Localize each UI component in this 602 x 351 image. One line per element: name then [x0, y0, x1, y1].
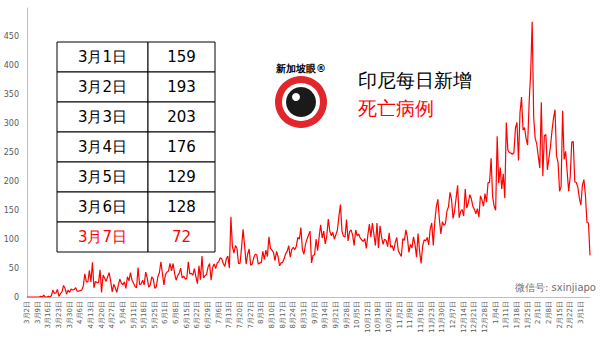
- svg-text:300: 300: [4, 119, 19, 128]
- svg-text:3月30日: 3月30日: [66, 301, 74, 328]
- svg-text:10月19日: 10月19日: [374, 301, 382, 333]
- svg-text:12月28日: 12月28日: [481, 301, 489, 333]
- svg-text:50: 50: [9, 264, 19, 273]
- svg-text:死亡病例: 死亡病例: [358, 97, 434, 119]
- svg-text:5月18日: 5月18日: [140, 301, 148, 328]
- svg-text:3月5日: 3月5日: [78, 168, 127, 186]
- svg-text:2月8日: 2月8日: [545, 301, 553, 324]
- svg-text:6月1日: 6月1日: [161, 301, 169, 324]
- svg-text:9月14日: 9月14日: [321, 301, 329, 328]
- svg-text:8月17日: 8月17日: [279, 301, 287, 328]
- svg-text:7月6日: 7月6日: [215, 301, 223, 324]
- svg-text:150: 150: [4, 206, 19, 215]
- svg-text:12月7日: 12月7日: [449, 301, 457, 328]
- svg-text:5月4日: 5月4日: [119, 301, 127, 324]
- svg-text:3月2日: 3月2日: [78, 78, 127, 96]
- svg-text:4月27日: 4月27日: [108, 301, 116, 328]
- svg-text:10月26日: 10月26日: [385, 301, 393, 333]
- svg-text:400: 400: [4, 61, 19, 70]
- svg-text:203: 203: [167, 108, 196, 126]
- svg-text:10月12日: 10月12日: [364, 301, 372, 333]
- svg-text:200: 200: [4, 177, 19, 186]
- svg-text:3月1日: 3月1日: [78, 48, 127, 66]
- svg-text:4月20日: 4月20日: [98, 301, 106, 328]
- svg-text:5月11日: 5月11日: [130, 301, 138, 328]
- svg-text:1月25日: 1月25日: [524, 301, 532, 328]
- svg-text:10月5日: 10月5日: [353, 301, 361, 328]
- svg-text:2月22日: 2月22日: [566, 301, 574, 328]
- svg-text:72: 72: [172, 228, 191, 246]
- svg-text:9月21日: 9月21日: [332, 301, 340, 328]
- svg-text:7月27日: 7月27日: [247, 301, 255, 328]
- svg-text:6月15日: 6月15日: [183, 301, 191, 328]
- svg-text:2月15日: 2月15日: [556, 301, 564, 328]
- svg-text:3月6日: 3月6日: [78, 198, 127, 216]
- svg-text:8月24日: 8月24日: [289, 301, 297, 328]
- svg-text:7月20日: 7月20日: [236, 301, 244, 328]
- svg-text:2月1日: 2月1日: [534, 301, 542, 324]
- svg-text:6月22日: 6月22日: [193, 301, 201, 328]
- svg-text:8月31日: 8月31日: [300, 301, 308, 328]
- svg-text:11月30日: 11月30日: [438, 301, 446, 333]
- svg-text:11月16日: 11月16日: [417, 301, 425, 333]
- svg-text:4月13日: 4月13日: [87, 301, 95, 328]
- svg-text:微信号: sxinjiapo: 微信号: sxinjiapo: [515, 282, 596, 293]
- svg-text:350: 350: [4, 90, 19, 99]
- svg-text:9月28日: 9月28日: [343, 301, 351, 328]
- svg-text:450: 450: [4, 32, 19, 41]
- svg-text:1月11日: 1月11日: [502, 301, 510, 328]
- svg-text:11月9日: 11月9日: [406, 301, 414, 328]
- svg-text:250: 250: [4, 148, 19, 157]
- svg-text:9月7日: 9月7日: [311, 301, 319, 324]
- svg-text:3月9日: 3月9日: [34, 301, 42, 324]
- svg-text:8月3日: 8月3日: [257, 301, 265, 324]
- svg-text:3月1日: 3月1日: [577, 301, 585, 324]
- svg-text:新加坡眼®: 新加坡眼®: [275, 63, 326, 74]
- svg-text:7月13日: 7月13日: [225, 301, 233, 328]
- svg-text:11月23日: 11月23日: [428, 301, 436, 333]
- svg-text:6月29日: 6月29日: [204, 301, 212, 328]
- svg-text:193: 193: [167, 78, 196, 96]
- svg-text:176: 176: [167, 138, 196, 156]
- svg-text:12月14日: 12月14日: [460, 301, 468, 333]
- svg-text:印尼每日新增: 印尼每日新增: [358, 69, 472, 91]
- svg-text:1月4日: 1月4日: [492, 301, 500, 324]
- svg-text:8月10日: 8月10日: [268, 301, 276, 328]
- svg-text:4月6日: 4月6日: [76, 301, 84, 324]
- svg-text:3月4日: 3月4日: [78, 138, 127, 156]
- svg-text:3月16日: 3月16日: [44, 301, 52, 328]
- svg-text:3月23日: 3月23日: [55, 301, 63, 328]
- svg-text:3月7日: 3月7日: [78, 228, 127, 246]
- svg-text:11月2日: 11月2日: [396, 301, 404, 328]
- svg-text:100: 100: [4, 235, 19, 244]
- svg-text:6月8日: 6月8日: [172, 301, 180, 324]
- svg-text:3月3日: 3月3日: [78, 108, 127, 126]
- svg-text:12月21日: 12月21日: [470, 301, 478, 333]
- svg-text:159: 159: [167, 48, 196, 66]
- svg-text:5月25日: 5月25日: [151, 301, 159, 328]
- svg-text:129: 129: [167, 168, 196, 186]
- svg-text:128: 128: [167, 198, 196, 216]
- svg-text:0: 0: [14, 293, 19, 302]
- svg-text:3月2日: 3月2日: [23, 301, 31, 324]
- svg-text:1月18日: 1月18日: [513, 301, 521, 328]
